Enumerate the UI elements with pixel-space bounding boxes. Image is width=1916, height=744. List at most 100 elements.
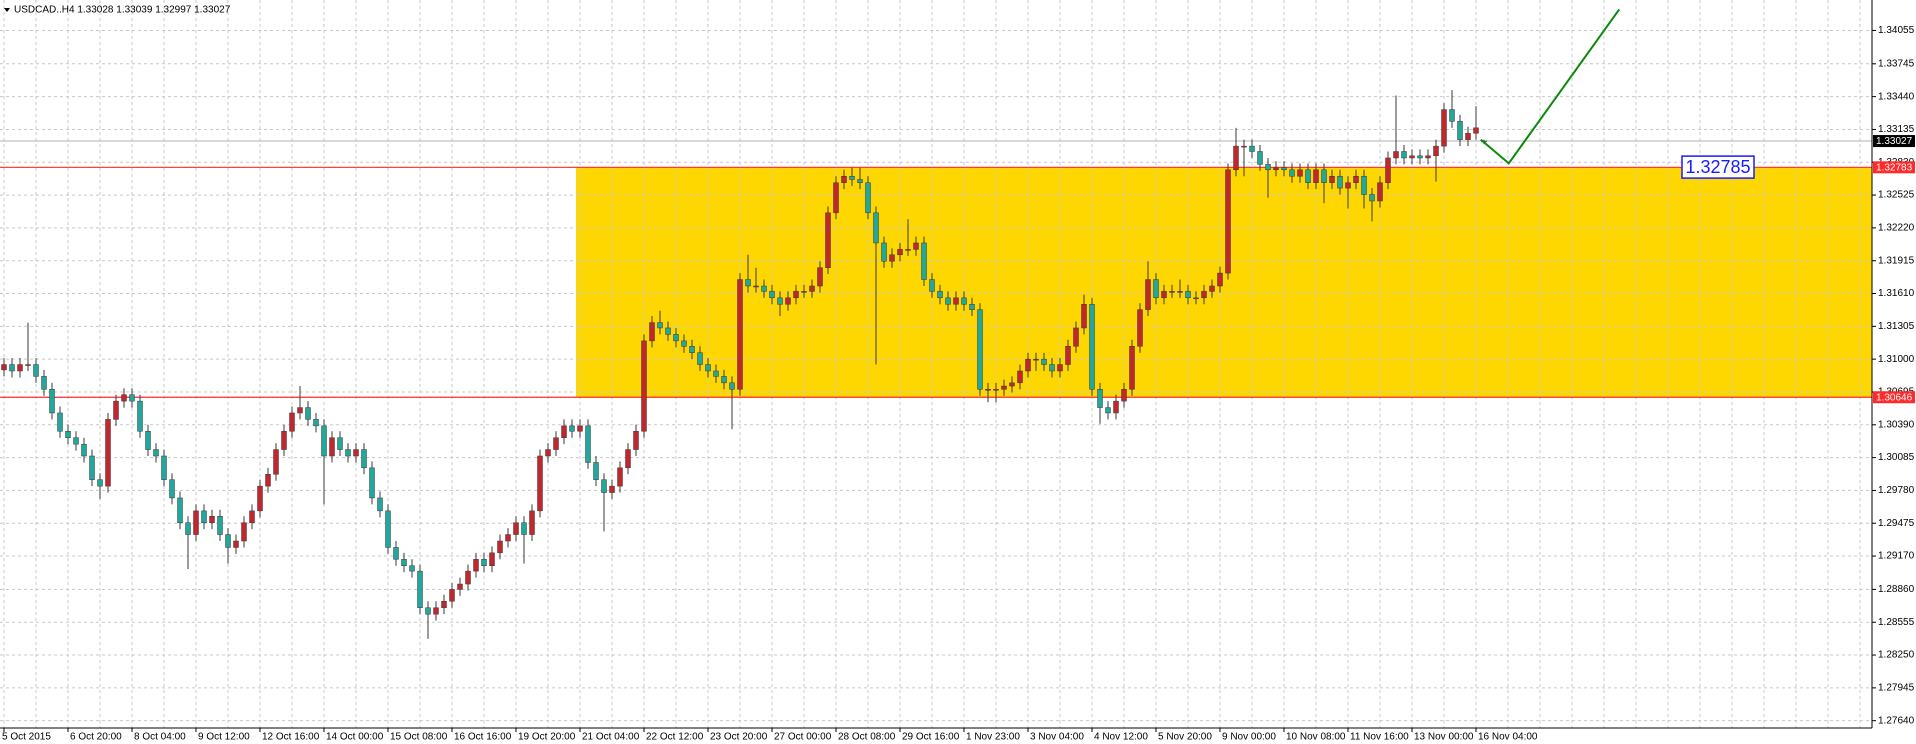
candle-body xyxy=(1177,291,1183,293)
candle-body xyxy=(969,304,975,310)
candle-body xyxy=(1473,127,1479,134)
candle-body xyxy=(1049,364,1055,372)
x-tick-label: 9 Oct 12:00 xyxy=(198,732,250,743)
y-tick-label: 1.33745 xyxy=(1878,58,1915,69)
candle-body xyxy=(1401,151,1407,159)
y-tick-label: 1.28250 xyxy=(1878,650,1915,661)
candle-body xyxy=(1241,145,1247,148)
x-tick-label: 5 Oct 2015 xyxy=(2,732,51,743)
candle-body xyxy=(409,565,415,572)
candle-body xyxy=(1393,151,1399,159)
candle-body xyxy=(905,249,911,251)
y-tick-label: 1.31305 xyxy=(1878,321,1915,332)
candle-body xyxy=(1297,169,1303,177)
y-tick-label: 1.30390 xyxy=(1878,419,1915,430)
candle-body xyxy=(1457,121,1463,140)
candle-body xyxy=(1321,169,1327,183)
candle-body xyxy=(1305,169,1311,183)
candle-body xyxy=(1409,155,1415,159)
candle-body xyxy=(1025,358,1031,372)
candle-body xyxy=(441,601,447,608)
candle-body xyxy=(281,430,287,450)
x-tick-label: 21 Oct 04:00 xyxy=(582,732,640,743)
x-tick-label: 28 Oct 08:00 xyxy=(838,732,896,743)
menu-arrow[interactable] xyxy=(4,8,10,12)
candle-body xyxy=(289,412,295,432)
y-tick-label: 1.27945 xyxy=(1878,683,1915,694)
candle-body xyxy=(1281,167,1287,171)
candle-body xyxy=(825,212,831,268)
candle-body xyxy=(65,430,71,438)
candle-body xyxy=(1065,345,1071,365)
y-tick-label: 1.27640 xyxy=(1878,715,1915,726)
candle-body xyxy=(1113,400,1119,414)
candle-body xyxy=(529,510,535,535)
candle-body xyxy=(785,297,791,305)
candle-body xyxy=(1137,309,1143,347)
candle-body xyxy=(385,510,391,548)
candle-body xyxy=(769,291,775,299)
candle-body xyxy=(329,437,335,457)
candle-body xyxy=(793,291,799,299)
candle-body xyxy=(1089,304,1095,390)
y-tick-label: 1.32220 xyxy=(1878,223,1915,234)
candle-body xyxy=(169,479,175,499)
candle-body xyxy=(601,479,607,493)
candle-body xyxy=(73,437,79,445)
candle-body xyxy=(1097,389,1103,408)
candle-body xyxy=(1353,175,1359,183)
candle-body xyxy=(849,175,855,180)
y-tick-label: 1.33440 xyxy=(1878,91,1915,102)
candle-body xyxy=(561,425,567,438)
candle-body xyxy=(881,242,887,262)
candle-body xyxy=(1193,297,1199,300)
x-tick-label: 8 Oct 04:00 xyxy=(134,732,186,743)
candle-body xyxy=(865,182,871,214)
candle-body xyxy=(937,291,943,299)
candle-body xyxy=(353,449,359,457)
candle-body xyxy=(113,400,119,420)
candle-body xyxy=(1,364,7,371)
candle-body xyxy=(1161,291,1167,299)
candle-body xyxy=(161,455,167,480)
candle-body xyxy=(1009,382,1015,387)
candle-body xyxy=(1233,145,1239,171)
candle-body xyxy=(801,291,807,293)
candle-body xyxy=(1081,304,1087,329)
candle-body xyxy=(1153,279,1159,299)
candle-body xyxy=(473,559,479,572)
candle-body xyxy=(377,497,383,512)
candle-body xyxy=(145,430,151,450)
candle-body xyxy=(1201,291,1207,299)
candle-body xyxy=(153,449,159,457)
candle-body xyxy=(1169,291,1175,293)
x-tick-label: 12 Oct 16:00 xyxy=(262,732,320,743)
candle-body xyxy=(1417,155,1423,159)
candle-body xyxy=(721,376,727,384)
candle-body xyxy=(137,400,143,432)
candle-body xyxy=(233,540,239,548)
candle-body xyxy=(217,515,223,535)
candle-body xyxy=(1185,291,1191,299)
x-tick-label: 4 Nov 12:00 xyxy=(1094,732,1148,743)
candle-body xyxy=(1425,155,1431,159)
candle-body xyxy=(841,175,847,183)
x-tick-label: 29 Oct 16:00 xyxy=(902,732,960,743)
candle-body xyxy=(1033,358,1039,361)
candle-body xyxy=(361,449,367,469)
candle-body xyxy=(1257,151,1263,165)
candle-body xyxy=(49,389,55,414)
candle-body xyxy=(1441,109,1447,147)
candle-body xyxy=(1057,364,1063,372)
candle-body xyxy=(625,449,631,469)
y-tick-label: 1.29475 xyxy=(1878,518,1915,529)
candle-body xyxy=(633,430,639,450)
level-label: 1.30646 xyxy=(1876,392,1913,403)
x-tick-label: 23 Oct 20:00 xyxy=(710,732,768,743)
candle-body xyxy=(1225,169,1231,274)
x-tick-label: 13 Nov 00:00 xyxy=(1414,732,1474,743)
candle-body xyxy=(745,279,751,287)
candle-body xyxy=(9,364,15,372)
